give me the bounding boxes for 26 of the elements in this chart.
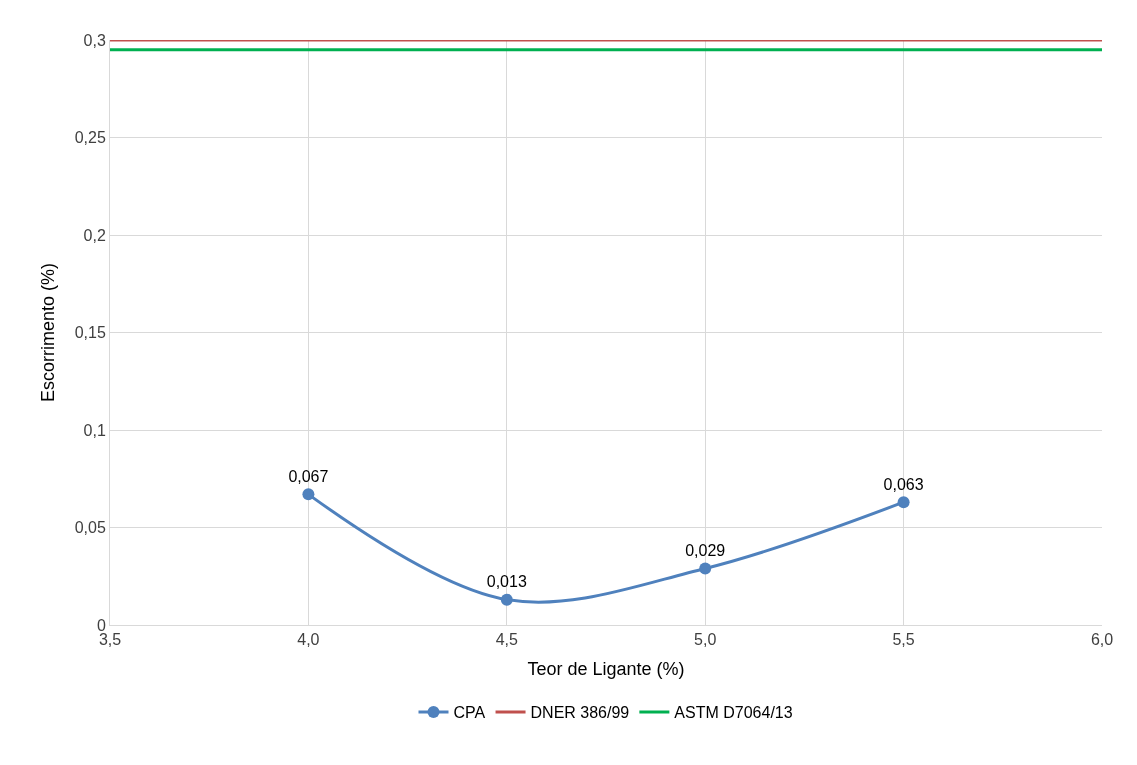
y-tick-label: 0,05 bbox=[74, 519, 106, 537]
x-tick-label: 5,5 bbox=[892, 631, 915, 649]
data-label: 0,029 bbox=[685, 541, 726, 559]
legend-label: CPA bbox=[453, 704, 486, 722]
x-tick-label: 5,0 bbox=[694, 631, 717, 649]
point bbox=[302, 488, 315, 501]
y-tick-label: 0,1 bbox=[83, 421, 106, 439]
data-label: 0,063 bbox=[883, 475, 924, 493]
point bbox=[897, 496, 910, 509]
data-label: 0,067 bbox=[288, 467, 329, 485]
point bbox=[500, 593, 513, 606]
x-tick-label: 3,5 bbox=[98, 631, 122, 649]
y-tick-label: 0,25 bbox=[74, 129, 106, 147]
x-tick-label: 4,5 bbox=[495, 631, 519, 649]
y-axis-title: Escorrimento (%) bbox=[37, 262, 58, 403]
y-tick-label: 0,15 bbox=[74, 324, 106, 342]
y-tick-label: 0,2 bbox=[83, 226, 106, 244]
legend-label: ASTM D7064/13 bbox=[674, 704, 793, 722]
x-tick-label: 4,0 bbox=[297, 631, 320, 649]
point bbox=[699, 562, 712, 575]
x-axis-title: Teor de Ligante (%) bbox=[527, 659, 685, 680]
legend-label: DNER 386/99 bbox=[530, 704, 630, 722]
y-tick-label: 0 bbox=[96, 616, 106, 634]
x-tick-label: 6,0 bbox=[1090, 631, 1114, 649]
data-label: 0,013 bbox=[486, 573, 527, 591]
y-tick-label: 0,3 bbox=[83, 31, 106, 49]
